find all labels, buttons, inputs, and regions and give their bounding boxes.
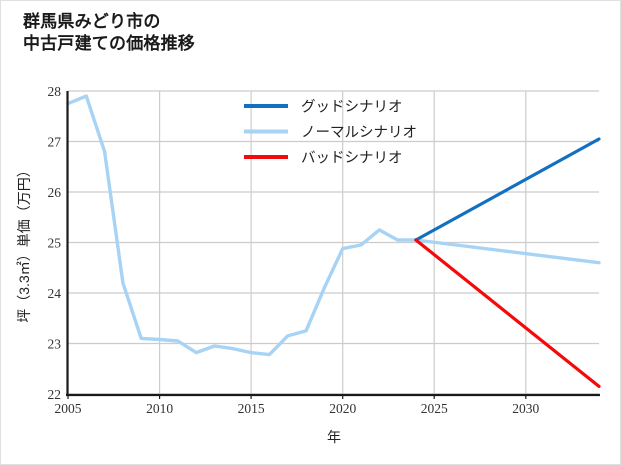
y-tick-label: 24 (48, 286, 62, 301)
x-tick-label: 2015 (238, 401, 265, 416)
y-tick-label: 28 (48, 84, 62, 99)
y-tick-label: 26 (48, 185, 62, 200)
x-tick-label: 2030 (512, 401, 539, 416)
y-tick-label: 27 (48, 135, 62, 150)
axis-lines (66, 91, 600, 397)
x-tick-label: 2025 (421, 401, 448, 416)
x-axis-title: 年 (327, 429, 341, 445)
x-tick-label: 2005 (55, 401, 82, 416)
legend-label: グッドシナリオ (301, 99, 403, 116)
page-title: 群馬県みどり市の 中古戸建ての価格推移 (23, 12, 195, 54)
x-tick-marks (67, 395, 527, 399)
series-lines (66, 94, 601, 388)
series-line (414, 137, 601, 242)
y-tick-labels: 22 23 24 25 26 27 28 (48, 84, 62, 402)
legend-label: バッドシナリオ (301, 151, 403, 167)
y-tick-label: 23 (48, 337, 62, 352)
x-tick-label: 2020 (329, 401, 356, 416)
series-line (414, 238, 601, 388)
x-tick-label: 2010 (146, 401, 173, 416)
y-axis-title: 坪（3.3㎡）単価（万円） (16, 163, 32, 322)
series-line (66, 94, 601, 357)
y-tick-label: 22 (48, 387, 62, 402)
x-tick-labels: 2005 2010 2015 2020 2025 2030 (55, 401, 540, 416)
legend-label: ノーマルシナリオ (301, 125, 417, 141)
y-tick-label: 25 (48, 236, 62, 251)
